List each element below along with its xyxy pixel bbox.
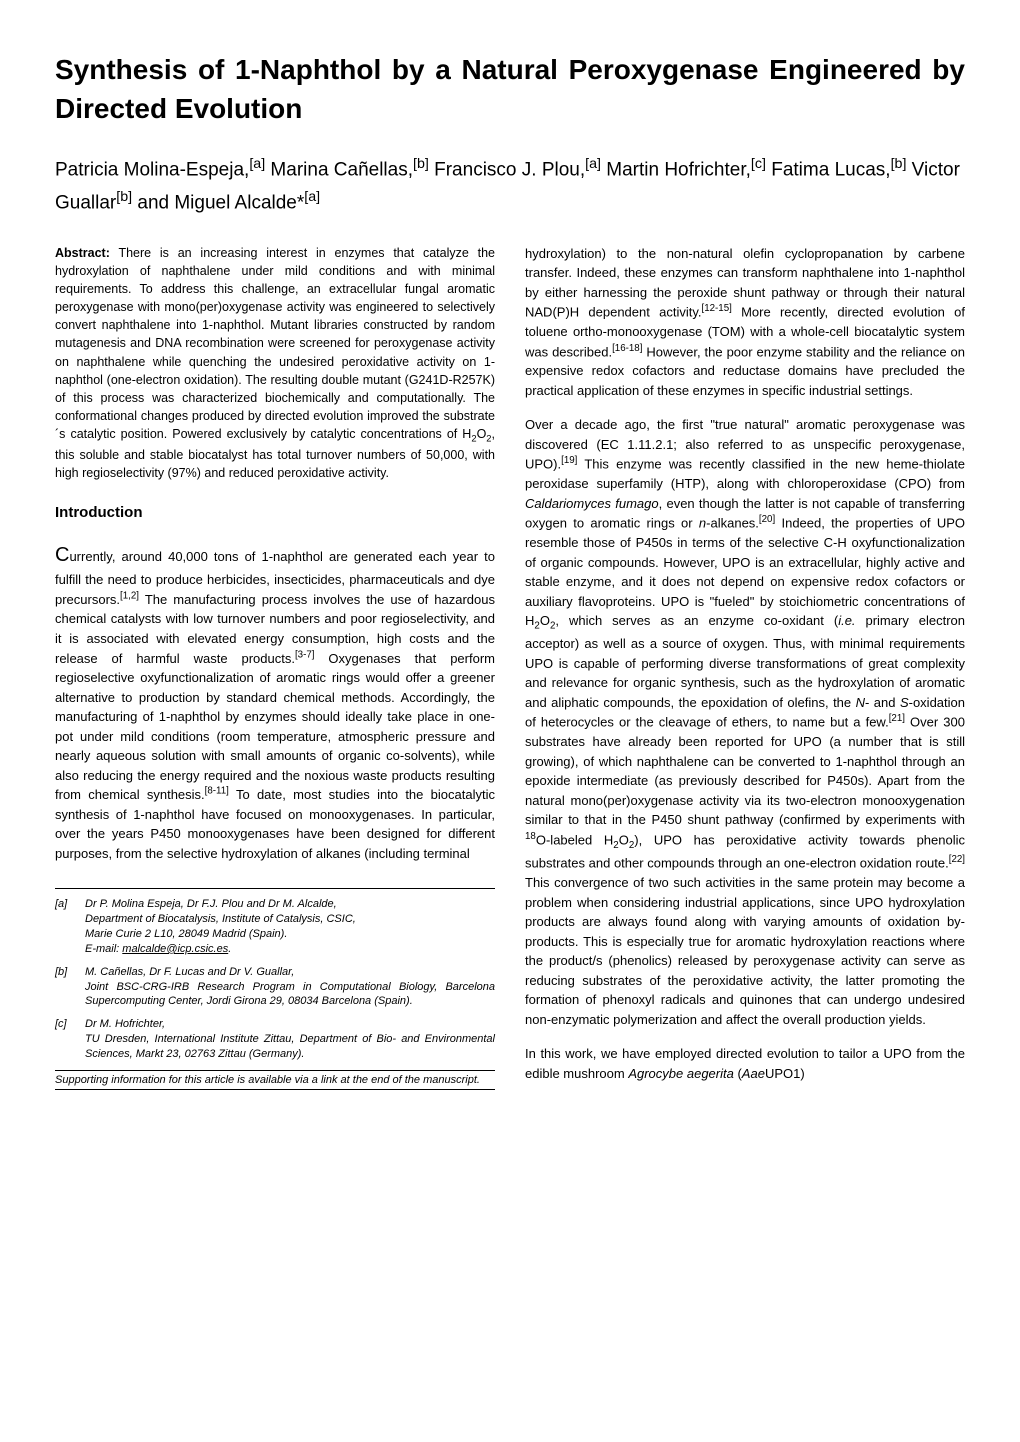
abstract-label: Abstract: (55, 246, 110, 260)
paper-title: Synthesis of 1-Naphthol by a Natural Per… (55, 50, 965, 128)
affiliation-c: [c] Dr M. Hofrichter,TU Dresden, Interna… (55, 1017, 495, 1062)
affil-content-b: M. Cañellas, Dr F. Lucas and Dr V. Guall… (85, 965, 495, 1010)
col2-paragraph-2: Over a decade ago, the first "true natur… (525, 415, 965, 1029)
introduction-paragraph: Currently, around 40,000 tons of 1-napht… (55, 540, 495, 863)
abstract-paragraph: Abstract: There is an increasing interes… (55, 244, 495, 483)
affiliation-a: [a] Dr P. Molina Espeja, Dr F.J. Plou an… (55, 897, 495, 956)
two-column-layout: Abstract: There is an increasing interes… (55, 244, 965, 1098)
intro-body: urrently, around 40,000 tons of 1-naphth… (55, 549, 495, 861)
affil-content-a: Dr P. Molina Espeja, Dr F.J. Plou and Dr… (85, 897, 495, 956)
intro-dropcap: C (55, 544, 69, 566)
affil-tag-b: [b] (55, 965, 85, 1010)
left-column: Abstract: There is an increasing interes… (55, 244, 495, 1098)
introduction-heading: Introduction (55, 502, 495, 525)
supporting-info: Supporting information for this article … (55, 1070, 495, 1090)
affil-tag-a: [a] (55, 897, 85, 956)
affiliation-b: [b] M. Cañellas, Dr F. Lucas and Dr V. G… (55, 965, 495, 1010)
col2-paragraph-3: In this work, we have employed directed … (525, 1044, 965, 1083)
right-column: hydroxylation) to the non-natural olefin… (525, 244, 965, 1098)
affil-content-c: Dr M. Hofrichter,TU Dresden, Internation… (85, 1017, 495, 1062)
affiliations-block: [a] Dr P. Molina Espeja, Dr F.J. Plou an… (55, 888, 495, 1061)
col2-paragraph-1: hydroxylation) to the non-natural olefin… (525, 244, 965, 401)
authors-list: Patricia Molina-Espeja,[a] Marina Cañell… (55, 153, 965, 218)
affil-tag-c: [c] (55, 1017, 85, 1062)
abstract-body: There is an increasing interest in enzym… (55, 246, 495, 480)
